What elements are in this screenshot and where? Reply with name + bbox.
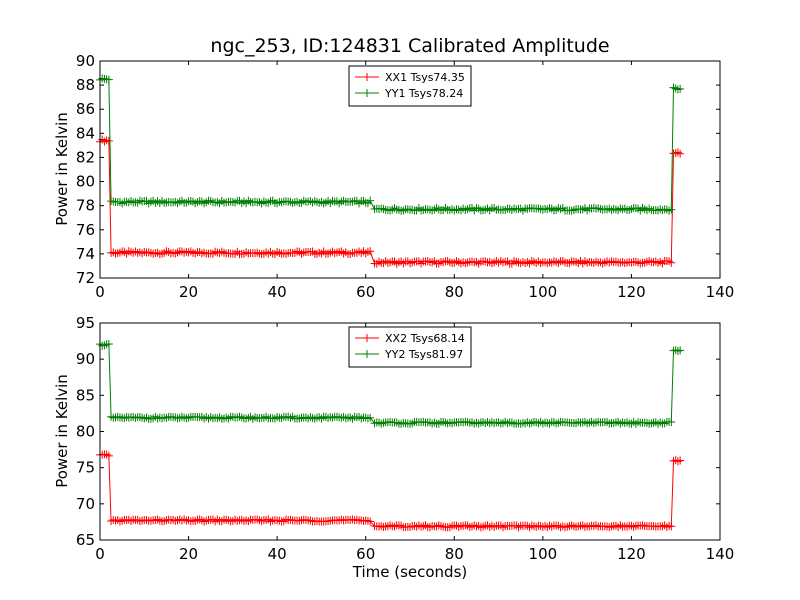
legend: XX1 Tsys74.35 YY1 Tsys78.24 (348, 65, 472, 107)
x-tick-label: 140 (706, 545, 735, 563)
y-tick-label: 78 (76, 197, 95, 215)
legend-box (348, 326, 472, 368)
y-tick-label: 75 (76, 459, 95, 477)
x-tick-label: 120 (617, 545, 646, 563)
y-tick-label: 85 (76, 386, 95, 404)
top-y-axis-label: Power in Kelvin (53, 112, 71, 226)
series-yy1 (96, 74, 685, 215)
y-tick-label: 82 (76, 148, 95, 166)
x-tick-label: 80 (445, 545, 464, 563)
legend-marker (363, 350, 371, 358)
x-tick-label: 100 (529, 283, 558, 301)
bottom-panel: 0 20 40 60 80 100 120 140 65 70 75 80 85 90 95 XX2 Tsys… (76, 314, 734, 563)
x-tick-label: 100 (529, 545, 558, 563)
y-tick-label: 95 (76, 314, 95, 332)
y-tick-label: 65 (76, 531, 95, 549)
x-tick-label: 80 (445, 283, 464, 301)
x-tick-label: 140 (706, 283, 735, 301)
x-tick-label: 0 (95, 545, 105, 563)
y-tick-label: 90 (76, 350, 95, 368)
plot-frame (99, 60, 721, 279)
legend-box (348, 65, 472, 107)
legend-marker (363, 89, 371, 97)
x-tick-label: 60 (356, 545, 375, 563)
y-tick-label: 80 (76, 423, 95, 441)
x-axis-label: Time (seconds) (352, 563, 468, 581)
legend-marker (363, 334, 371, 342)
top-panel: 0 20 40 60 80 100 120 140 72 74 76 78 80 82 84 86 88 90 XX… (76, 52, 734, 301)
y-tick-label: 84 (76, 124, 95, 142)
x-tick-label: 40 (268, 283, 287, 301)
y-tick-label: 80 (76, 173, 95, 191)
y-tick-label: 86 (76, 100, 95, 118)
x-tick-label: 40 (268, 545, 287, 563)
x-tick-label: 0 (95, 283, 105, 301)
legend-label: XX2 Tsys68.14 (385, 332, 465, 345)
legend-label: YY2 Tsys81.97 (384, 348, 463, 361)
bottom-y-axis-label: Power in Kelvin (53, 374, 71, 488)
chart-title: ngc_253, ID:124831 Calibrated Amplitude (210, 35, 609, 57)
y-tick-label: 90 (76, 52, 95, 70)
legend: XX2 Tsys68.14 YY2 Tsys81.97 (348, 326, 472, 368)
x-tick-label: 120 (617, 283, 646, 301)
x-tick-label: 20 (179, 283, 198, 301)
legend-label: XX1 Tsys74.35 (385, 71, 465, 84)
y-tick-label: 72 (76, 269, 95, 287)
x-tick-label: 60 (356, 283, 375, 301)
legend-label: YY1 Tsys78.24 (384, 87, 463, 100)
y-tick-label: 88 (76, 76, 95, 94)
y-tick-label: 74 (76, 245, 95, 263)
y-tick-label: 76 (76, 221, 95, 239)
x-tick-label: 20 (179, 545, 198, 563)
legend-marker (363, 73, 371, 81)
y-tick-label: 70 (76, 495, 95, 513)
